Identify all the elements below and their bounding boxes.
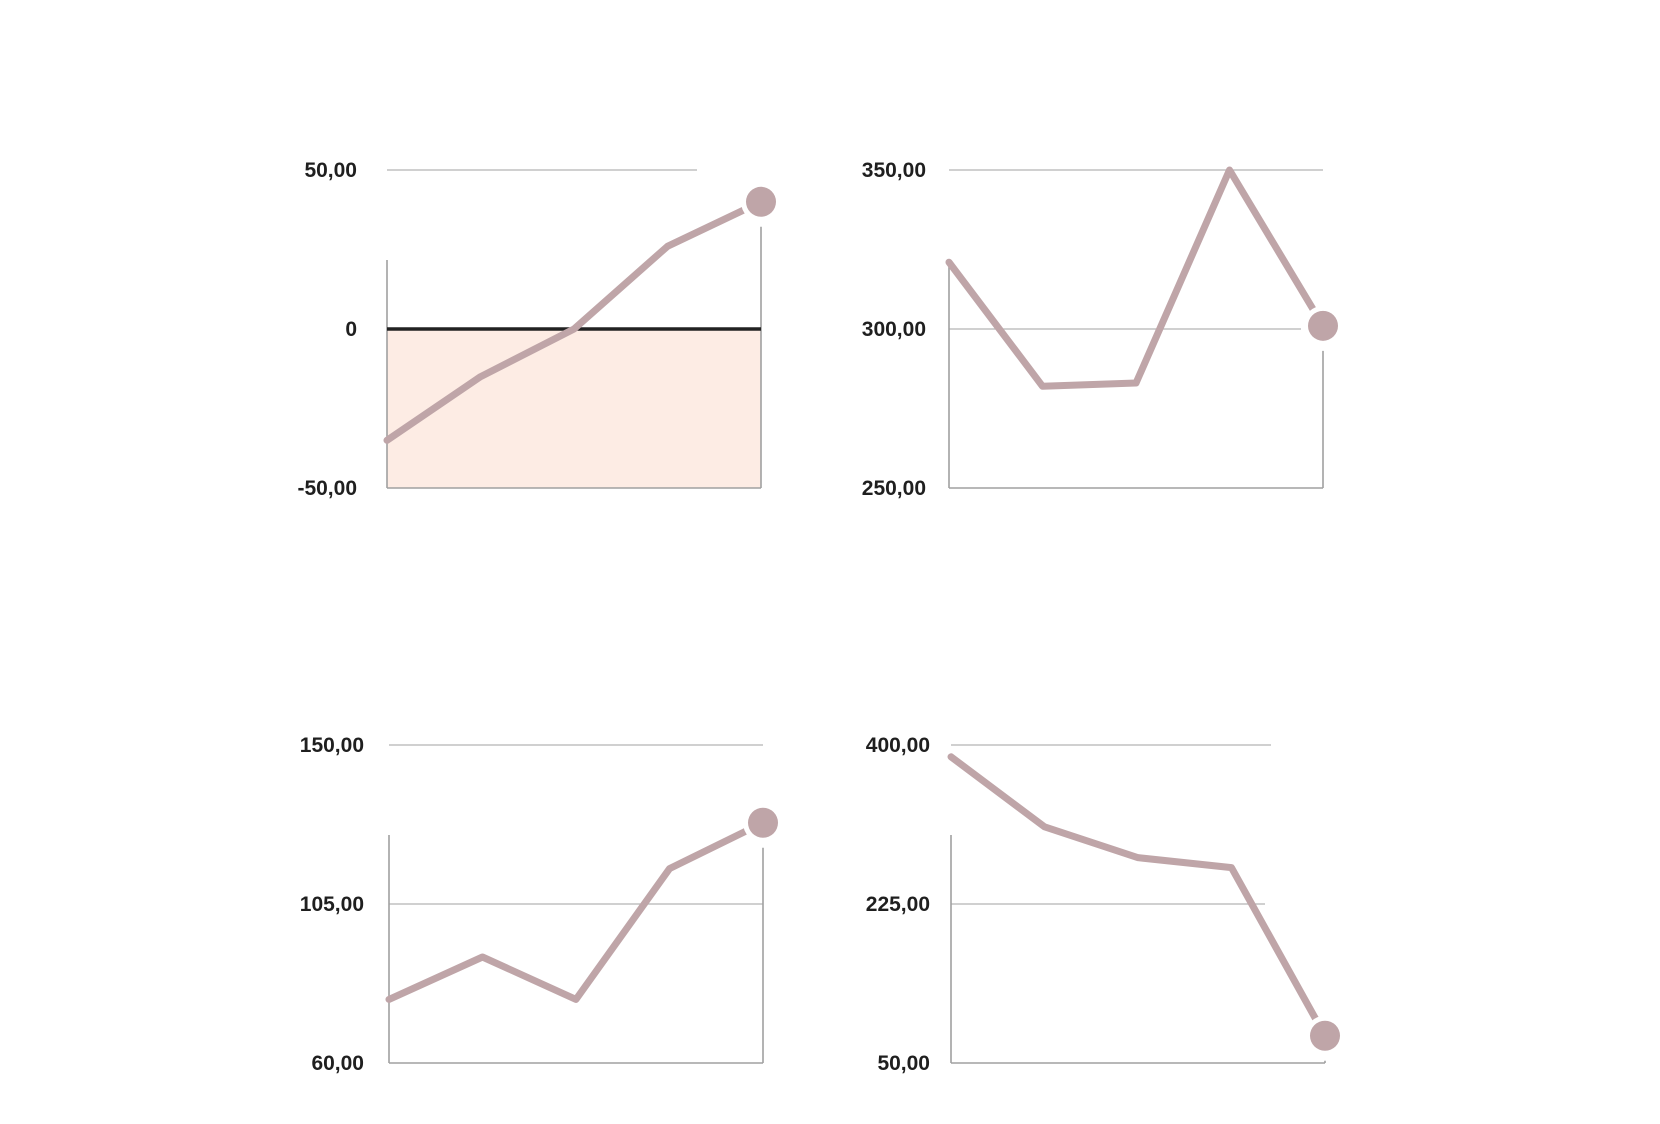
end-marker [748,807,778,838]
data-point [948,754,954,760]
data-point [1229,865,1234,871]
y-tick-label: -50,00 [297,477,357,500]
y-tick-label: 50,00 [304,159,357,182]
chart-panel-1: 50,00 0 -50,00 [297,159,781,500]
data-point [571,326,577,332]
data-point [1135,855,1141,861]
end-marker [746,186,776,217]
chart-panel-4: 400,00 225,00 50,00 [866,734,1345,1075]
negative-region [387,329,761,488]
y-tick-label: 60,00 [311,1052,364,1075]
y-tick-label: 350,00 [862,159,926,182]
end-marker [1310,1020,1340,1051]
data-point [1227,167,1232,173]
data-point [386,996,392,1002]
y-tick-label: 300,00 [862,318,926,341]
y-tick-label: 400,00 [866,734,930,757]
data-point [384,437,390,443]
chart-panel-2: 350,00 300,00 250,00 [862,159,1343,500]
data-point [665,243,670,249]
data-point [573,996,579,1002]
series-line [947,753,1329,1040]
series-line [945,166,1327,390]
series-line [385,819,767,1003]
data-point [1040,383,1045,389]
data-point [480,954,485,960]
y-tick-label: 50,00 [877,1052,930,1075]
end-marker [1308,310,1338,341]
y-tick-label: 105,00 [300,893,364,916]
data-point [667,866,672,872]
y-tick-label: 0 [345,318,357,341]
y-tick-label: 225,00 [866,893,930,916]
data-point [1133,380,1139,386]
data-point [478,374,483,380]
data-point [946,259,952,265]
chart-panel-3: 150,00 105,00 60,00 [300,734,783,1075]
data-point [1042,824,1047,830]
y-tick-label: 150,00 [300,734,364,757]
y-tick-label: 250,00 [862,477,926,500]
